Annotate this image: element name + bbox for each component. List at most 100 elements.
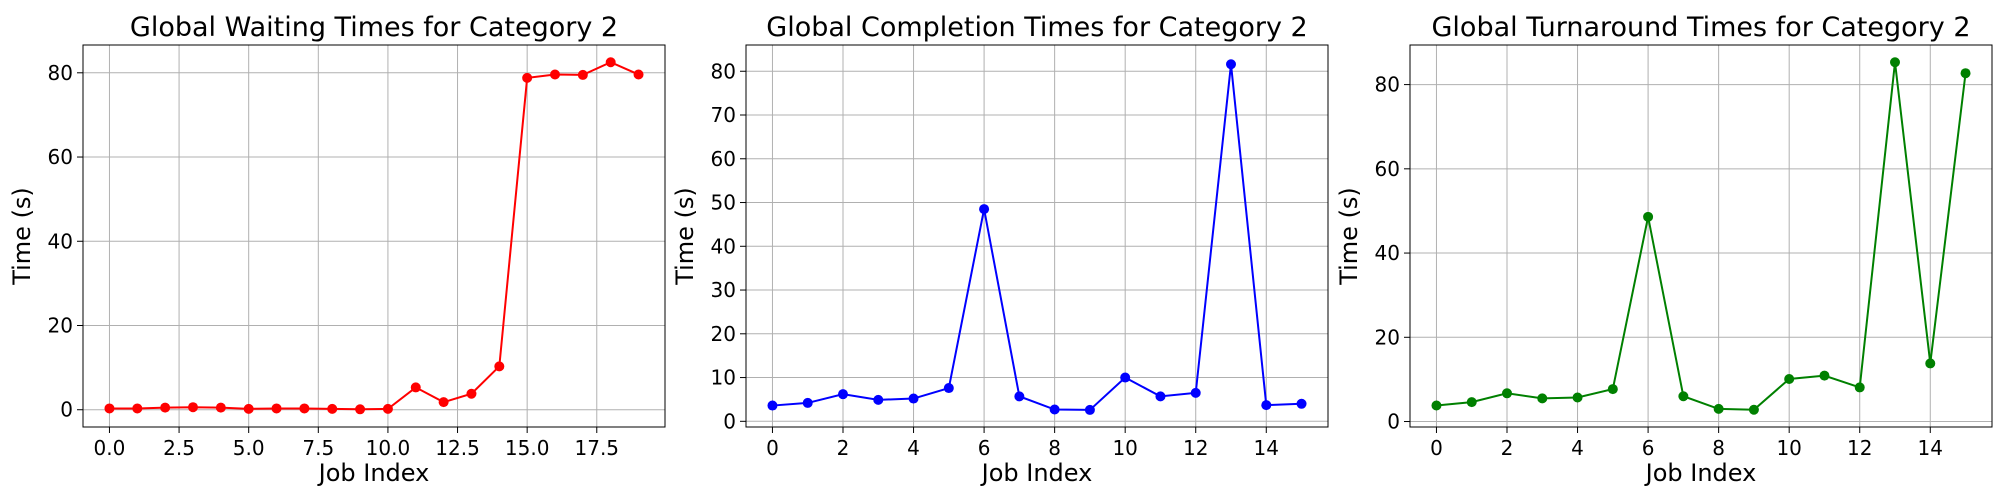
data-point	[908, 393, 919, 404]
data-point	[979, 204, 990, 215]
data-point	[1296, 398, 1307, 409]
data-point	[271, 403, 282, 414]
data-point	[1643, 211, 1654, 222]
x-tick-label: 10	[1112, 436, 1137, 460]
x-tick-label: 7.5	[302, 436, 334, 460]
x-tick-label: 6	[978, 436, 991, 460]
y-axis-label: Time (s)	[8, 187, 36, 286]
data-point	[215, 402, 226, 413]
data-point	[1190, 387, 1201, 398]
x-tick-label: 17.5	[575, 436, 620, 460]
data-point	[355, 404, 366, 415]
data-point	[1431, 400, 1442, 411]
data-point	[1678, 391, 1689, 402]
y-tick-label: 0	[60, 398, 73, 422]
chart-title: Global Waiting Times for Category 2	[130, 12, 618, 43]
x-tick-label: 2.5	[163, 436, 195, 460]
data-point	[243, 403, 254, 414]
y-tick-label: 20	[1375, 325, 1400, 349]
data-point	[767, 400, 778, 411]
y-tick-label: 40	[48, 229, 73, 253]
data-point	[1713, 403, 1724, 414]
data-point	[1084, 404, 1095, 415]
data-point	[1466, 397, 1477, 408]
data-point	[1226, 59, 1236, 70]
data-point	[577, 69, 588, 80]
data-point	[633, 69, 644, 80]
data-point	[1049, 404, 1060, 415]
data-point	[1960, 68, 1971, 79]
y-tick-label: 20	[711, 322, 736, 346]
axes-frame	[1409, 44, 1993, 428]
y-tick-label: 10	[711, 366, 736, 390]
y-tick-label: 80	[711, 59, 736, 83]
data-point	[160, 402, 171, 413]
data-point	[1502, 388, 1512, 399]
data-point	[873, 394, 884, 405]
data-point	[1854, 382, 1865, 393]
x-tick-label: 4	[1571, 436, 1584, 460]
x-tick-label: 0.0	[94, 436, 126, 460]
data-point	[410, 382, 421, 393]
data-point	[1120, 372, 1131, 383]
chart-title: Global Turnaround Times for Category 2	[1432, 12, 1971, 43]
x-tick-label: 14	[1918, 436, 1943, 460]
data-point	[550, 69, 561, 80]
axes-frame	[82, 44, 666, 428]
data-point	[494, 361, 505, 372]
x-tick-label: 0	[766, 436, 779, 460]
data-point	[1607, 384, 1618, 395]
data-point	[1925, 358, 1936, 369]
y-tick-label: 60	[48, 145, 73, 169]
data-point	[1784, 373, 1795, 384]
data-point	[1890, 57, 1900, 68]
data-point	[605, 57, 616, 68]
data-point	[132, 403, 143, 414]
chart-panel-1: 0.0 2.5 5.0 7.5 10.0 12.5 15.0 17.5 0 20 40 60 80 Glo…	[8, 12, 666, 487]
x-tick-label: 6	[1642, 436, 1655, 460]
chart-panel-2: 0 2 4 6 8 10 12 14 0 10 20 30 40 50 60 70 80 Global Compl…	[671, 12, 1329, 487]
x-axis-label: Job Index	[317, 459, 430, 487]
data-point	[327, 403, 338, 414]
data-point	[466, 388, 477, 399]
data-point	[1572, 392, 1583, 403]
y-tick-label: 30	[711, 278, 736, 302]
x-tick-label: 12	[1183, 436, 1208, 460]
data-point	[943, 383, 954, 394]
series-line	[772, 64, 1302, 411]
y-tick-label: 20	[48, 313, 73, 337]
data-point	[1748, 404, 1759, 415]
x-tick-label: 8	[1712, 436, 1725, 460]
y-tick-label: 70	[711, 103, 736, 127]
data-point	[1155, 391, 1166, 402]
series-line	[1436, 62, 1967, 411]
y-axis-label: Time (s)	[671, 187, 699, 286]
y-tick-label: 40	[1375, 241, 1400, 265]
x-tick-label: 10	[1776, 436, 1801, 460]
data-point	[382, 403, 393, 414]
y-tick-label: 60	[1375, 157, 1400, 181]
data-point	[802, 397, 813, 408]
x-tick-label: 4	[907, 436, 920, 460]
y-tick-label: 80	[48, 61, 73, 85]
x-tick-label: 0	[1430, 436, 1443, 460]
y-tick-label: 80	[1375, 73, 1400, 97]
x-tick-label: 8	[1048, 436, 1061, 460]
y-tick-label: 60	[711, 147, 736, 171]
x-tick-label: 12	[1847, 436, 1872, 460]
x-tick-label: 2	[837, 436, 850, 460]
data-point	[187, 402, 198, 413]
chart-panel-3: 0 2 4 6 8 10 12 14 0 20 40 60 80 Global Turnaround Ti…	[1335, 12, 1993, 487]
x-tick-label: 15.0	[505, 436, 550, 460]
y-tick-label: 0	[1387, 410, 1400, 434]
data-point	[838, 389, 848, 400]
x-tick-label: 12.5	[435, 436, 480, 460]
x-axis-label: Job Index	[980, 459, 1093, 487]
data-point	[1537, 393, 1548, 404]
x-tick-label: 5.0	[233, 436, 265, 460]
data-point	[1261, 400, 1272, 411]
chart-title: Global Completion Times for Category 2	[766, 12, 1307, 43]
data-point	[522, 72, 533, 83]
series-line	[109, 61, 639, 411]
